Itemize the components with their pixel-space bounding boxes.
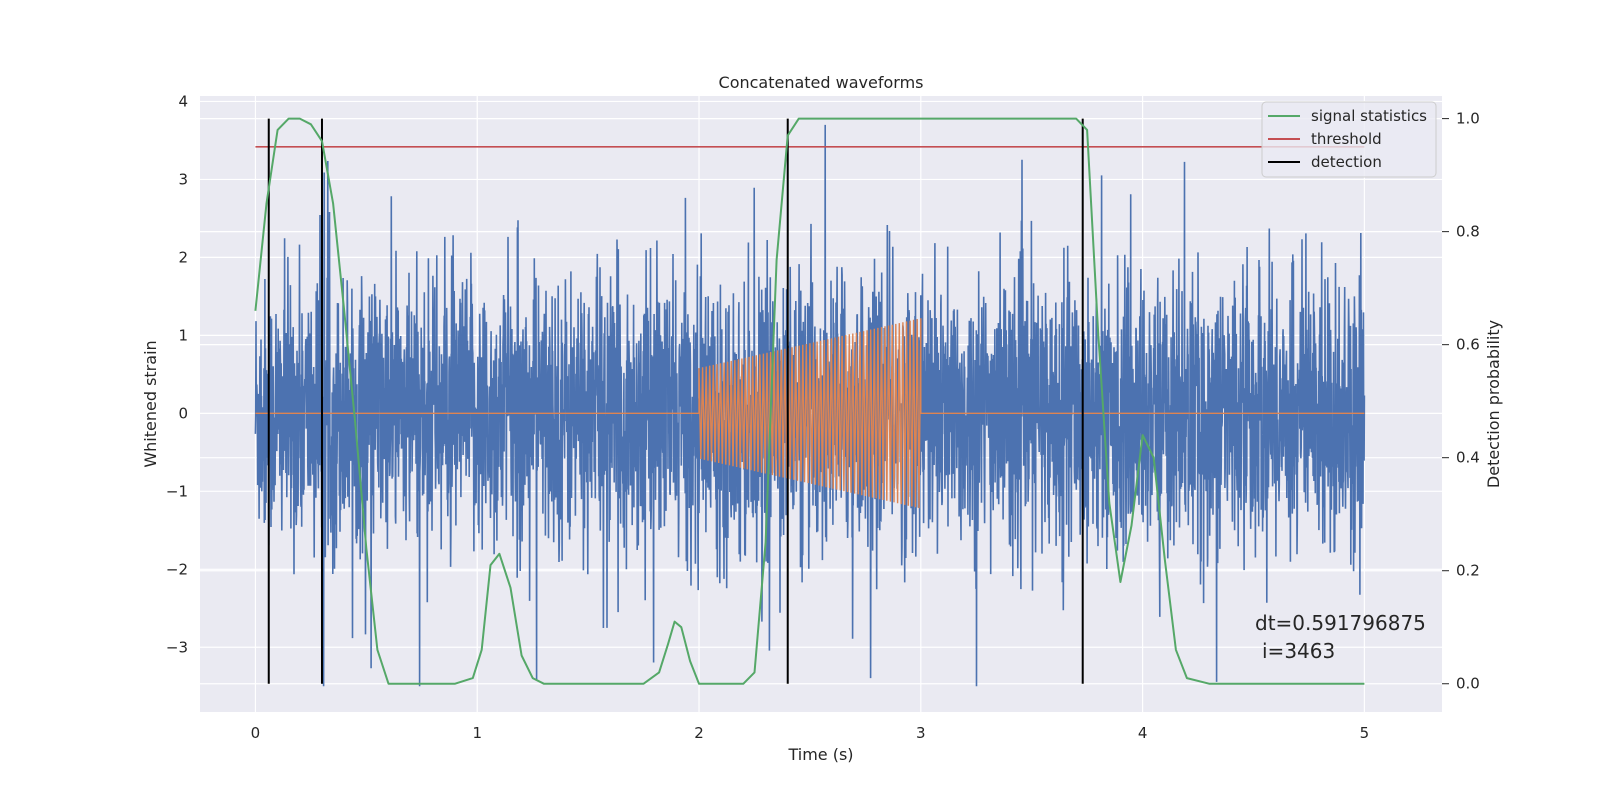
annotation-dt: dt=0.591796875	[1255, 611, 1426, 635]
y-tick-label-left: 4	[178, 92, 188, 110]
y-tick-label-left: −1	[166, 482, 188, 500]
y-tick-label-right: 0.6	[1456, 336, 1480, 354]
legend: signal statistics threshold detection	[1261, 101, 1437, 178]
signal-statistics-line	[254, 117, 1365, 685]
x-axis-label: Time (s)	[787, 745, 853, 764]
y-tick-label-right: 0.8	[1456, 223, 1480, 241]
y-tick-label-left: −3	[166, 638, 188, 656]
y-tick-label-right: 0.2	[1456, 562, 1480, 580]
detection-series	[267, 118, 1084, 684]
y-tick-label-right: 0.0	[1456, 675, 1480, 693]
y-axis-label-right: Detection probability	[1484, 320, 1503, 488]
y-tick-label-left: 0	[178, 404, 188, 422]
y-tick-label-right: 0.4	[1456, 449, 1480, 467]
x-tick-label: 5	[1360, 724, 1370, 742]
chart-title: Concatenated waveforms	[719, 73, 924, 92]
legend-label-signal-statistics: signal statistics	[1311, 107, 1427, 125]
annotation-i: i=3463	[1262, 639, 1335, 663]
x-tick-label: 2	[694, 724, 704, 742]
legend-box	[1261, 101, 1437, 178]
y-tick-label-left: 3	[178, 170, 188, 188]
y-tick-label-left: 2	[178, 248, 188, 266]
x-tick-label: 1	[472, 724, 482, 742]
legend-label-threshold: threshold	[1311, 130, 1382, 148]
y-tick-label-left: −2	[166, 560, 188, 578]
tick-labels: 0 1 2 3 4 5 −3 −2 −1 0 1 2 3 4 0.0 0.2 0.4 0.6 0.8 1.0	[166, 92, 1480, 742]
x-tick-label: 3	[916, 724, 926, 742]
signal-statistics-series	[254, 117, 1365, 685]
legend-label-detection: detection	[1311, 153, 1382, 171]
x-tick-label: 0	[251, 724, 261, 742]
injected-signal-line	[255, 318, 1365, 509]
injected-signal-series	[255, 318, 1365, 509]
y-tick-label-left: 1	[178, 326, 188, 344]
y-tick-label-right: 1.0	[1456, 110, 1480, 128]
y-axis-label-left: Whitened strain	[141, 340, 160, 467]
x-tick-label: 4	[1138, 724, 1148, 742]
